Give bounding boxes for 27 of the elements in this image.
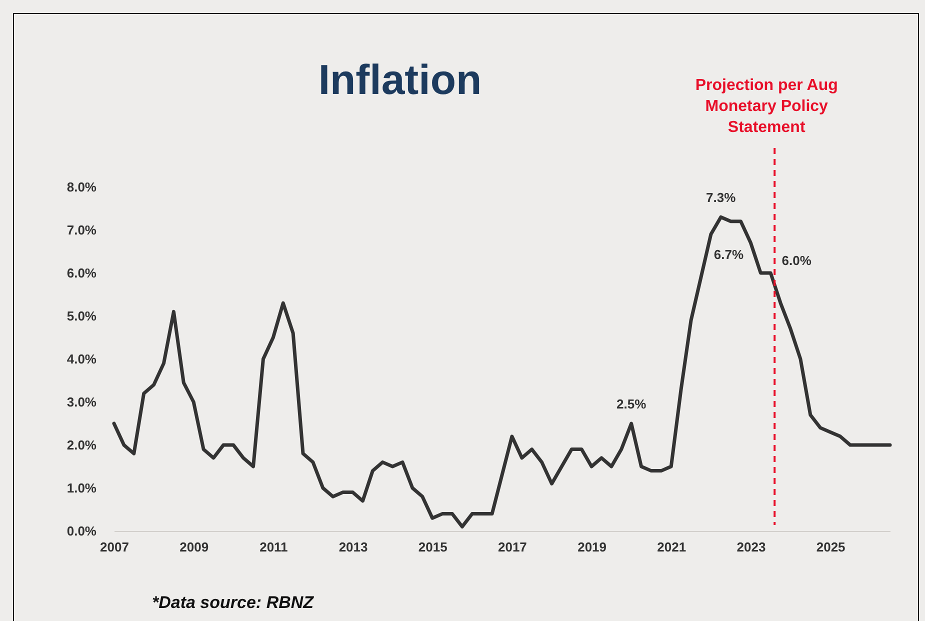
annotation: 6.7% bbox=[714, 246, 744, 262]
x-tick-label: 2015 bbox=[418, 540, 448, 554]
y-tick-label: 7.0% bbox=[66, 222, 97, 238]
text: *Data source: RBNZ bbox=[152, 593, 314, 612]
x-tick-label: 2017 bbox=[498, 540, 527, 554]
y-tick-label: 8.0% bbox=[66, 180, 97, 194]
x-tick-label: 2021 bbox=[657, 540, 686, 554]
y-tick-label: 5.0% bbox=[66, 308, 97, 324]
x-tick-label: 2019 bbox=[578, 540, 606, 554]
y-tick-label: 3.0% bbox=[66, 394, 97, 410]
annotation: 6.0% bbox=[782, 253, 812, 268]
annotation: 7.3% bbox=[706, 190, 736, 206]
x-tick-label: 2009 bbox=[180, 540, 209, 554]
y-tick-label: 4.0% bbox=[66, 352, 97, 366]
y-tick-label: 0.0% bbox=[66, 524, 97, 538]
y-tick-label: 1.0% bbox=[66, 480, 97, 496]
line-series bbox=[112, 215, 892, 528]
chart-title: Inflation bbox=[318, 56, 482, 103]
y-tick-label: 6.0% bbox=[66, 266, 97, 280]
ref-line-label: Projection per Aug Monetary Policy Statement bbox=[695, 77, 838, 136]
x-tick-label: 2013 bbox=[338, 540, 368, 554]
x-tick-label: 2007 bbox=[100, 540, 129, 554]
annotation: 2.5% bbox=[616, 396, 647, 412]
y-tick-label: 2.0% bbox=[66, 438, 97, 452]
x-tick-label: 2023 bbox=[736, 540, 766, 554]
x-tick-label: 2011 bbox=[260, 540, 288, 554]
x-tick-label: 2025 bbox=[816, 540, 846, 554]
